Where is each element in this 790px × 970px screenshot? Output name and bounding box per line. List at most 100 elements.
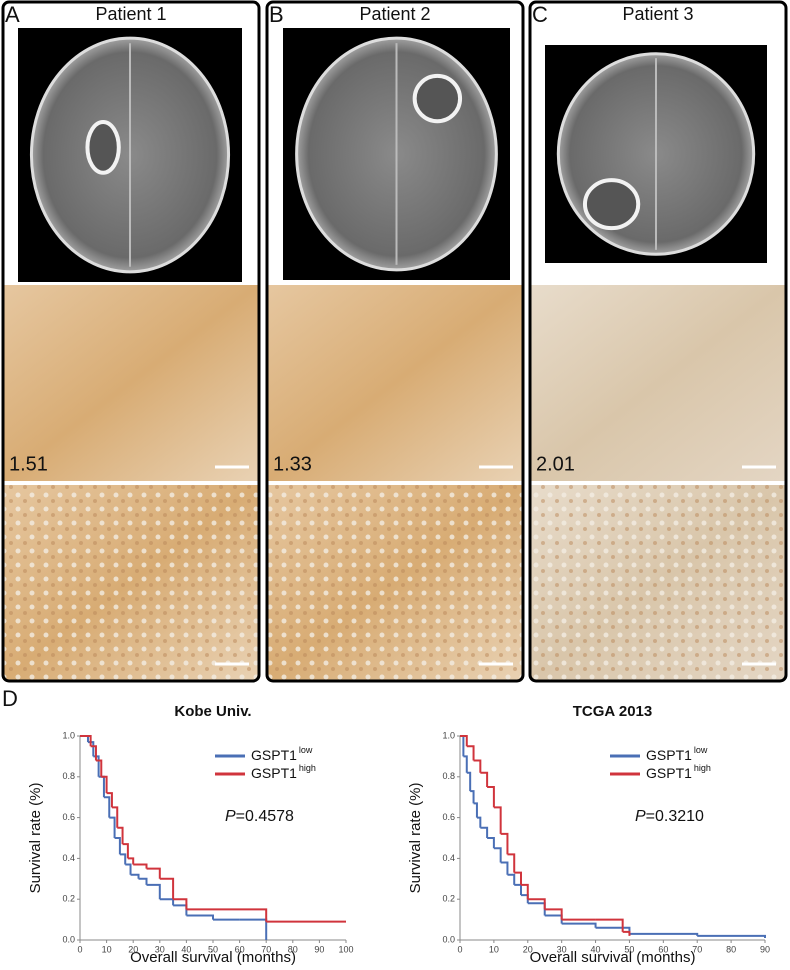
x-tick-label: 50: [208, 944, 218, 954]
survival-step: [119, 853, 127, 865]
survival-step: [507, 873, 516, 885]
survival-step: [507, 853, 516, 873]
x-tick-label: 10: [102, 944, 112, 954]
legend-sup: low: [694, 745, 708, 755]
legend-entry: GSPT1 high: [646, 763, 711, 780]
chart-title: TCGA 2013: [573, 703, 652, 720]
survival-step: [487, 786, 495, 808]
survival-step: [473, 759, 482, 773]
p-number: =0.4578: [236, 808, 294, 825]
panel-frame: [528, 0, 788, 683]
x-tick-label: 80: [288, 944, 298, 954]
y-tick-label: 0.6: [62, 812, 75, 822]
survival-step: [460, 735, 468, 747]
panel-letter: A: [5, 2, 20, 27]
legend-sup: high: [694, 763, 711, 773]
x-tick-label: 0: [77, 944, 82, 954]
legend-name: GSPT1: [646, 747, 692, 763]
survival-step: [622, 930, 631, 936]
survival-step: [98, 775, 105, 798]
survival-step: [521, 883, 529, 900]
score: 1.51: [9, 453, 48, 475]
survival-step: [473, 802, 478, 818]
survival-step: [480, 771, 489, 787]
survival-step: [629, 932, 699, 936]
score: 1.33: [273, 453, 312, 475]
survival-step: [500, 832, 509, 855]
survival-step: [544, 914, 563, 924]
survival-step: [106, 792, 113, 808]
x-tick-label: 40: [181, 944, 191, 954]
survival-step: [544, 908, 563, 920]
y-tick-label: 0.0: [62, 934, 75, 944]
survival-step: [514, 883, 522, 896]
survival-step: [239, 918, 268, 940]
p-label: P: [635, 808, 646, 825]
x-axis-label: Overall survival (months): [530, 949, 696, 966]
survival-step: [138, 877, 148, 885]
chart: Kobe Univ. Overall survival (months) Survi…: [27, 703, 354, 966]
x-tick-label: 90: [760, 944, 770, 954]
survival-step: [480, 826, 489, 838]
survival-step: [595, 926, 631, 934]
legend-entry: GSPT1 low: [646, 745, 708, 762]
survival-step: [80, 735, 92, 747]
survival-step: [463, 755, 468, 773]
histology-low: [267, 285, 523, 481]
lesion: [85, 119, 121, 175]
survival-step: [514, 871, 522, 885]
survival-step: [117, 826, 124, 845]
p-value: P=0.4578: [225, 808, 294, 825]
panel: A Patient 1 1.51: [1, 0, 261, 683]
lesion: [412, 73, 463, 124]
cell-texture: [267, 485, 523, 680]
panel-letter: D: [2, 686, 18, 711]
survival-step: [527, 898, 546, 910]
y-tick-label: 1.0: [62, 730, 75, 740]
x-axis-label: Overall survival (months): [130, 949, 296, 966]
survival-step: [159, 877, 175, 900]
panel: B Patient 2 1.33: [265, 0, 525, 683]
survival-step: [595, 918, 624, 932]
x-tick-label: 30: [155, 944, 165, 954]
y-tick-label: 0.4: [62, 853, 75, 863]
survival-step: [130, 873, 140, 879]
x-tick-label: 30: [557, 944, 567, 954]
survival-step: [470, 790, 475, 804]
panel-frame: [265, 0, 525, 683]
panel-title: Patient 1: [95, 4, 166, 24]
legend-name: GSPT1: [251, 765, 297, 781]
survival-step: [90, 745, 97, 761]
p-label: P: [225, 808, 236, 825]
survival-step: [95, 759, 103, 777]
p-number: =0.3210: [646, 808, 704, 825]
legend-sup: low: [299, 745, 313, 755]
x-tick-label: 70: [261, 944, 271, 954]
legend-entry: GSPT1 low: [251, 745, 313, 762]
survival-step: [127, 857, 135, 865]
y-axis-label: Survival rate (%): [407, 783, 424, 894]
x-tick-label: 50: [624, 944, 634, 954]
cell-texture: [530, 485, 786, 680]
legend-entry: GSPT1 high: [251, 763, 316, 780]
y-tick-label: 0.2: [442, 894, 455, 904]
survival-step: [146, 867, 161, 879]
x-tick-label: 90: [314, 944, 324, 954]
y-tick-label: 0.6: [442, 812, 455, 822]
survival-step: [466, 745, 475, 761]
survival-step: [460, 735, 465, 757]
panel: C Patient 3 2.01: [528, 0, 788, 683]
x-tick-label: 20: [523, 944, 533, 954]
survival-step: [122, 843, 129, 859]
panel-title: Patient 2: [359, 4, 430, 24]
y-tick-label: 1.0: [442, 730, 455, 740]
survival-step: [521, 894, 529, 904]
survival-step: [500, 861, 509, 875]
legend-sup: high: [299, 763, 316, 773]
survival-step: [476, 816, 482, 828]
panel-frame: [1, 0, 261, 683]
survival-step: [697, 934, 766, 938]
legend-name: GSPT1: [251, 747, 297, 763]
chart: TCGA 2013 Overall survival (months) Surviv…: [407, 703, 770, 966]
